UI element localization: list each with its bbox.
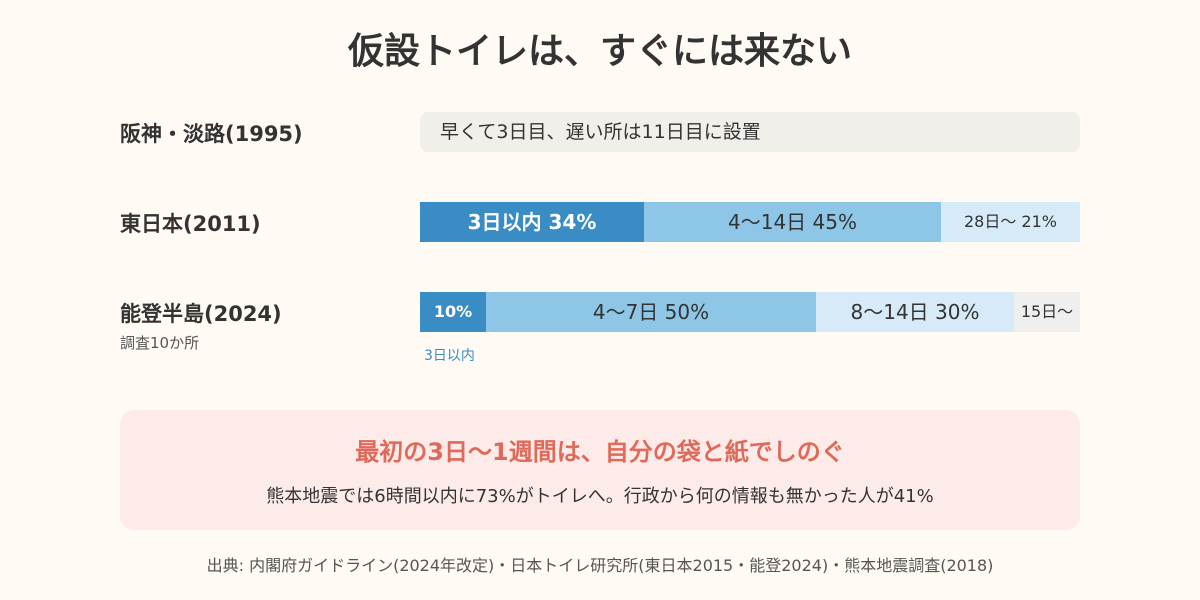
bar-segment-label: 8〜14日 30% (850, 300, 980, 324)
bar-segment-label: 10% (433, 302, 473, 321)
row-sublabel-noto: 調査10か所 (120, 334, 200, 352)
noto-first-segment-note: 3日以内 (424, 348, 475, 364)
bar-segment: 3日以内 34% (420, 202, 644, 242)
bar-segment: 15日〜 (1014, 292, 1080, 332)
bar-segment: 4〜14日 45% (644, 202, 941, 242)
hanshin-note-box: 早くて3日目、遅い所は11日目に設置 (420, 112, 1080, 152)
bar-segment: 28日〜 21% (941, 202, 1080, 242)
callout-body: 熊本地震では6時間以内に73%がトイレへ。行政から何の情報も無かった人が41% (266, 486, 934, 507)
stacked-bar-higashi-nihon: 3日以内 34% 4〜14日 45% 28日〜 21% (420, 202, 1080, 242)
bar-segment-label: 28日〜 21% (963, 212, 1057, 231)
row-label-higashi-nihon: 東日本(2011) (120, 212, 261, 236)
row-label-hanshin: 阪神・淡路(1995) (120, 122, 303, 146)
callout-box: 最初の3日〜1週間は、自分の袋と紙でしのぐ 熊本地震では6時間以内に73%がトイ… (120, 410, 1080, 530)
callout-headline: 最初の3日〜1週間は、自分の袋と紙でしのぐ (355, 438, 845, 466)
bar-segment: 8〜14日 30% (816, 292, 1014, 332)
stacked-bar-noto: 10% 4〜7日 50% 8〜14日 30% 15日〜 (420, 292, 1080, 332)
source-citation: 出典: 内閣府ガイドライン(2024年改定)・日本トイレ研究所(東日本2015・… (206, 556, 994, 575)
bar-segment-label: 15日〜 (1020, 302, 1074, 321)
bar-segment-label: 3日以内 34% (467, 210, 597, 234)
bar-segment-label: 4〜7日 50% (592, 300, 710, 324)
bar-segment-label: 4〜14日 45% (728, 210, 857, 234)
bar-segment: 10% (420, 292, 486, 332)
page-title: 仮設トイレは、すぐには来ない (347, 31, 852, 72)
bar-segment: 4〜7日 50% (486, 292, 816, 332)
row-label-noto: 能登半島(2024) (120, 302, 282, 326)
